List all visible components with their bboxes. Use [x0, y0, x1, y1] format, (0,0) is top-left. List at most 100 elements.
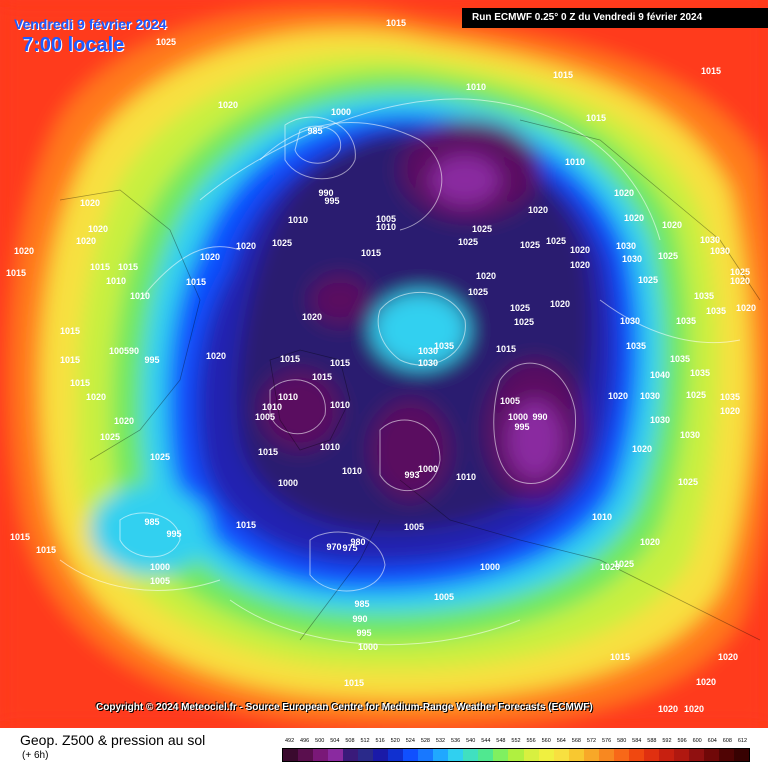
pressure-label: 1010 — [288, 215, 308, 225]
legend-label: 544 — [481, 738, 491, 744]
pressure-label: 1020 — [614, 188, 634, 198]
legend-swatch — [358, 749, 374, 761]
low-north-magenta — [430, 155, 500, 205]
pressure-label: 1020 — [86, 392, 106, 402]
pressure-label: 1015 — [312, 372, 332, 382]
pressure-label: 995 — [166, 529, 181, 539]
footer-bar: Geop. Z500 & pression au sol (+ 6h) 492 4… — [0, 728, 768, 768]
pressure-label: 1025 — [150, 452, 170, 462]
pressure-label: 1010 — [330, 400, 350, 410]
legend-swatch — [568, 749, 584, 761]
pressure-label: 1005 — [376, 214, 396, 224]
run-banner: Run ECMWF 0.25° 0 Z du Vendredi 9 févrie… — [462, 8, 768, 28]
legend-label: 568 — [571, 738, 581, 744]
pressure-label: 1030 — [418, 346, 438, 356]
pressure-label: 1030 — [710, 246, 730, 256]
pressure-label: 1015 — [236, 520, 256, 530]
pressure-label: 1000 — [358, 642, 378, 652]
legend-swatch — [508, 749, 524, 761]
pressure-label: 1015 — [701, 66, 721, 76]
pressure-label: 990 — [318, 188, 333, 198]
pressure-label: 1015 — [90, 262, 110, 272]
legend-label: 504 — [330, 738, 340, 744]
legend-swatch — [613, 749, 629, 761]
legend-swatch — [643, 749, 659, 761]
pressure-label: 1040 — [650, 370, 670, 380]
pressure-label: 993 — [404, 470, 419, 480]
pressure-label: 1015 — [344, 678, 364, 688]
pressure-label: 1020 — [80, 198, 100, 208]
low-center-purple — [370, 400, 450, 500]
coastline — [519, 119, 761, 301]
pressure-label: 1015 — [60, 355, 80, 365]
legend-swatch — [283, 749, 299, 761]
pressure-label: 1025 — [658, 251, 678, 261]
legend-swatch — [718, 749, 734, 761]
pressure-label: 100590 — [109, 346, 139, 356]
pressure-label: 1025 — [546, 236, 566, 246]
legend-label: 560 — [541, 738, 551, 744]
pressure-label: 1015 — [280, 354, 300, 364]
pressure-label: 995 — [324, 196, 339, 206]
legend-swatch — [688, 749, 704, 761]
forecast-offset: (+ 6h) — [22, 750, 49, 761]
pressure-label: 1010 — [456, 472, 476, 482]
legend-swatch — [298, 749, 314, 761]
legend-label: 596 — [677, 738, 687, 744]
pressure-label: 1025 — [730, 267, 750, 277]
legend-swatch — [598, 749, 614, 761]
legend-swatches — [282, 748, 750, 762]
pressure-label: 1025 — [510, 303, 530, 313]
pressure-label: 1030 — [680, 430, 700, 440]
pressure-label: 1005 — [150, 576, 170, 586]
pressure-label: 1005 — [404, 522, 424, 532]
pressure-label: 1025 — [272, 238, 292, 248]
pressure-label: 1015 — [36, 545, 56, 555]
pressure-label: 1025 — [458, 237, 478, 247]
pressure-label: 1015 — [60, 326, 80, 336]
pressure-label: 985 — [354, 599, 369, 609]
forecast-time: 7:00 locale — [22, 34, 125, 56]
pressure-label: 1000 — [480, 562, 500, 572]
map-title: Geop. Z500 & pression au sol — [20, 732, 206, 748]
legend-label: 532 — [435, 738, 446, 744]
legend-label: 580 — [617, 738, 627, 744]
pressure-label: 1025 — [638, 275, 658, 285]
legend-label: 608 — [722, 738, 732, 744]
pressure-label: 995 — [356, 628, 371, 638]
legend-swatch — [478, 749, 494, 761]
pressure-label: 1000 — [418, 464, 438, 474]
legend-label: 524 — [405, 738, 415, 744]
legend-swatch — [463, 749, 479, 761]
pressure-label: 1005 — [434, 592, 454, 602]
isobars — [59, 98, 741, 646]
pressure-label: 1030 — [616, 241, 636, 251]
isobar — [259, 122, 443, 231]
pressure-label: 1020 — [718, 652, 738, 662]
legend-swatch — [448, 749, 464, 761]
pressure-label: 1000 — [278, 478, 298, 488]
pressure-label: 1035 — [434, 341, 454, 351]
legend-swatch — [703, 749, 719, 761]
pressure-label: 1015 — [70, 378, 90, 388]
isobar — [309, 531, 386, 592]
coastline — [299, 519, 381, 641]
pressure-label: 1015 — [258, 447, 278, 457]
forecast-date: Vendredi 9 février 2024 — [14, 16, 167, 32]
pressure-label: 1035 — [694, 291, 714, 301]
pressure-label: 1010 — [130, 291, 150, 301]
pressure-label: 1020 — [550, 299, 570, 309]
isobar — [199, 98, 661, 241]
legend-label: 508 — [345, 738, 355, 744]
pressure-label: 1000 — [331, 107, 351, 117]
pressure-label: 1030 — [622, 254, 642, 264]
pressure-label: 1010 — [262, 402, 282, 412]
pressure-label: 1025 — [520, 240, 540, 250]
pressure-label: 1020 — [600, 562, 620, 572]
pressure-label: 1025 — [514, 317, 534, 327]
pressure-label: 1025 — [678, 477, 698, 487]
pressure-label: 1015 — [586, 113, 606, 123]
legend-swatch — [343, 749, 359, 761]
pressure-label: 1035 — [670, 354, 690, 364]
low-west-purple — [260, 370, 340, 450]
